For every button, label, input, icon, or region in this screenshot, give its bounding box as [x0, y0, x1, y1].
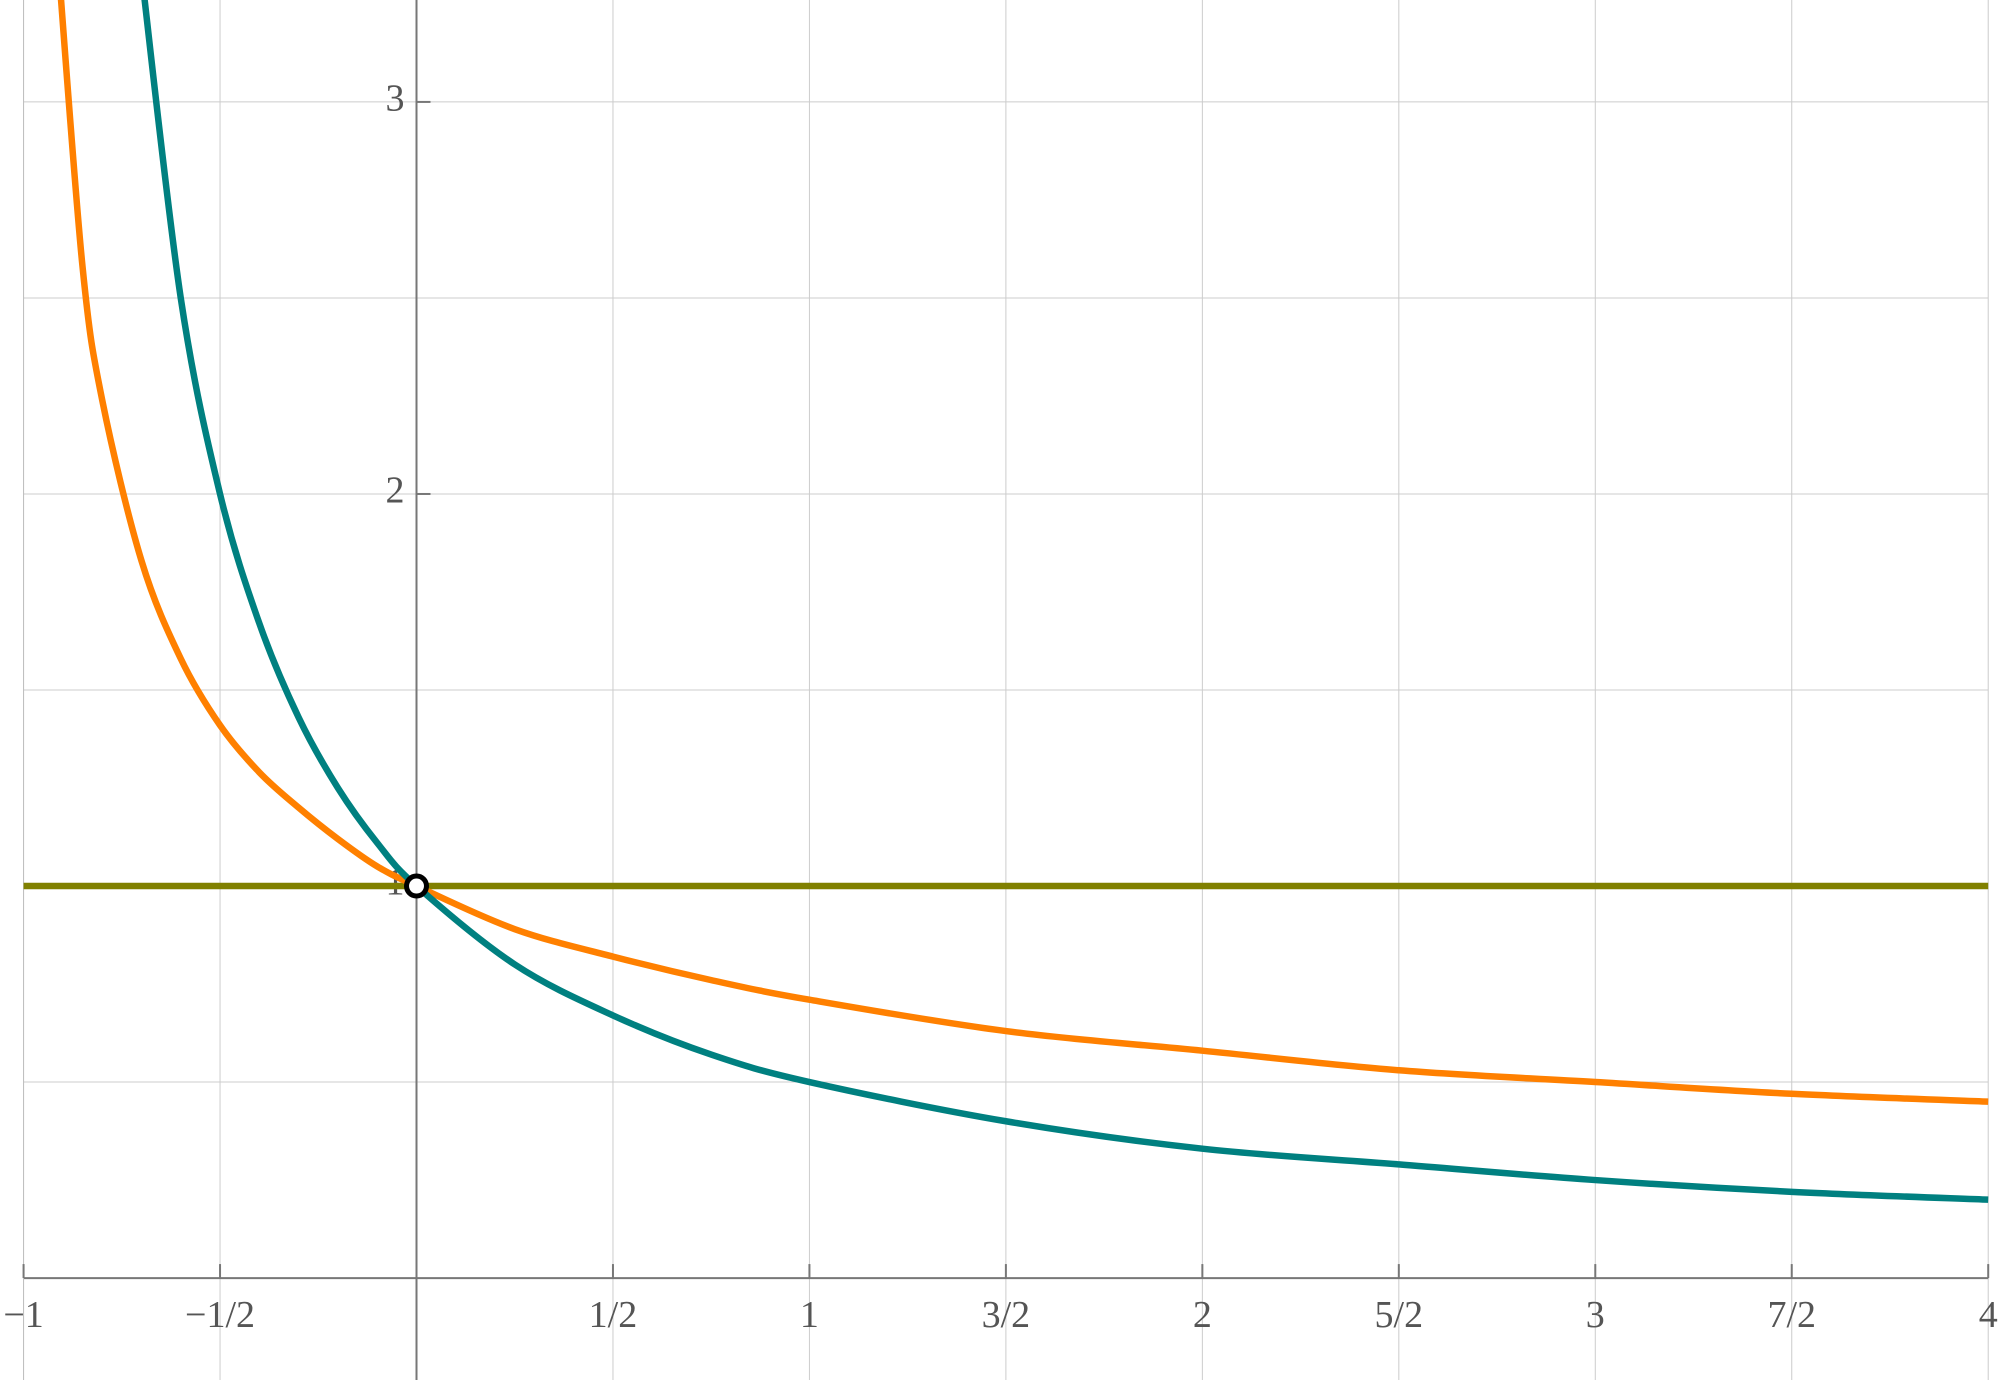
- x-tick-label: 7/2: [1767, 1294, 1816, 1336]
- x-tick-label: −1/2: [185, 1294, 255, 1336]
- curve: [141, 0, 1989, 1203]
- x-tick-label: −1: [3, 1294, 43, 1336]
- x-tick-label: 5/2: [1375, 1294, 1424, 1336]
- open-point: [404, 873, 430, 899]
- x-tick-label: 1: [800, 1294, 819, 1336]
- y-tick-label: 3: [386, 78, 405, 120]
- x-tick-label: 2: [1193, 1294, 1212, 1336]
- y-tick-label: 2: [386, 470, 405, 512]
- x-tick-label: 3: [1586, 1294, 1605, 1336]
- curve: [57, 0, 1989, 1105]
- x-tick-label: 4: [1979, 1294, 1998, 1336]
- x-tick-label: 1/2: [589, 1294, 638, 1336]
- x-tick-label: 3/2: [982, 1294, 1031, 1336]
